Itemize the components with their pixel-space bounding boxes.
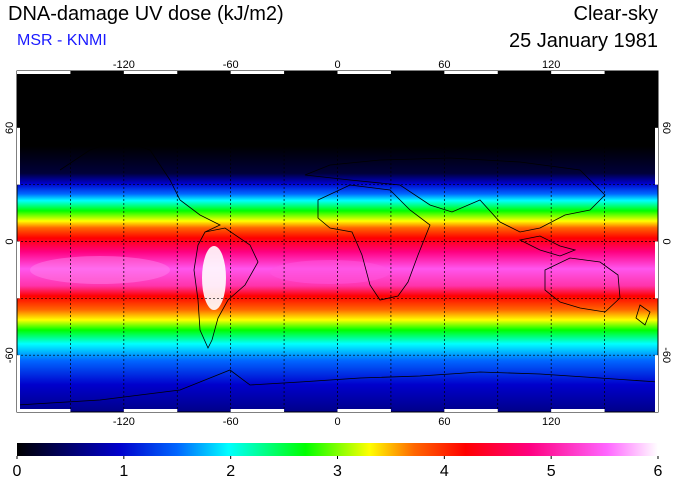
frame-segment-top — [444, 71, 498, 74]
longitude-labels-bottom: -120 -60 0 60 120 — [113, 416, 561, 428]
frame-segment-right — [655, 355, 658, 412]
eurasia-coastline — [304, 157, 606, 233]
colorbar-tick-label: 6 — [654, 463, 663, 480]
colorbar: 0 1 2 3 4 5 6 — [13, 443, 663, 480]
antarctica-coastline — [17, 369, 658, 406]
colorbar-tick-label: 0 — [13, 463, 22, 480]
maritime-continent-coastline — [518, 235, 577, 257]
colorbar-tick-label: 2 — [226, 463, 235, 480]
lon-tick-label-top: -60 — [223, 59, 239, 71]
latitude-labels-left: 60 0 -60 — [4, 122, 16, 363]
colorbar-gradient — [17, 443, 658, 456]
lon-tick-label-bottom: -120 — [113, 416, 135, 428]
frame-segment-top — [17, 71, 71, 74]
lat-tick-label-left: 60 — [4, 122, 16, 134]
lon-tick-label-bottom: 120 — [542, 416, 560, 428]
lat-tick-label-left: -60 — [4, 347, 16, 363]
lon-tick-label-top: -120 — [113, 59, 135, 71]
africa-coastline — [317, 184, 431, 301]
sky-condition-label: Clear-sky — [573, 3, 658, 25]
frame-segment-left — [17, 241, 20, 299]
south-america-coastline — [193, 227, 259, 349]
colorbar-tick-label: 5 — [547, 463, 556, 480]
north-america-coastline — [59, 139, 221, 233]
frame-segment-top — [551, 71, 605, 74]
frame-tick-marks — [17, 71, 658, 412]
australia-coastline — [544, 257, 621, 313]
graticule — [17, 71, 658, 412]
frame-segment-bottom — [551, 409, 605, 412]
frame-segment-top — [123, 71, 178, 74]
map-title: DNA-damage UV dose (kJ/m2) — [8, 3, 284, 25]
frame-segment-left — [17, 355, 20, 412]
lat-tick-label-right: 0 — [660, 238, 672, 244]
lon-tick-label-bottom: 60 — [438, 416, 450, 428]
south-atlantic-highlight — [270, 260, 390, 284]
map-area — [16, 70, 659, 413]
frame-segment-bottom — [444, 409, 498, 412]
colorbar-tick-label: 1 — [119, 463, 128, 480]
frame-segment-bottom — [17, 409, 71, 412]
colorbar-tick-label: 3 — [333, 463, 342, 480]
frame-segment-top — [230, 71, 285, 74]
lat-tick-label-right: -60 — [660, 347, 672, 363]
lat-tick-label-right: 60 — [660, 122, 672, 134]
frame-segment-right — [655, 127, 658, 185]
source-label: MSR - KNMI — [17, 32, 107, 49]
date-label: 25 January 1981 — [508, 30, 658, 52]
frame-segment-left — [17, 127, 20, 185]
colorbar-tick-label: 4 — [440, 463, 449, 480]
frame-segment-bottom — [337, 409, 391, 412]
frame-segment-bottom — [123, 409, 178, 412]
coastlines — [17, 139, 658, 406]
new-zealand-coastline — [635, 304, 651, 326]
latitude-labels-right: 60 0 -60 — [660, 122, 672, 363]
lon-tick-label-bottom: -60 — [223, 416, 239, 428]
lat-tick-label-left: 0 — [4, 238, 16, 244]
uv-field-highlights — [30, 246, 390, 310]
pacific-highlight — [30, 256, 170, 284]
frame-segment-right — [655, 241, 658, 299]
lon-tick-label-top: 120 — [542, 59, 560, 71]
andes-high-dose-highlight — [202, 246, 226, 310]
frame-segment-bottom — [230, 409, 285, 412]
frame-segment-top — [337, 71, 391, 74]
longitude-labels-top: -120 -60 0 60 120 — [113, 59, 561, 71]
lon-tick-label-top: 0 — [334, 59, 340, 71]
lon-tick-label-top: 60 — [438, 59, 450, 71]
colorbar-ticks: 0 1 2 3 4 5 6 — [13, 456, 663, 480]
lon-tick-label-bottom: 0 — [334, 416, 340, 428]
